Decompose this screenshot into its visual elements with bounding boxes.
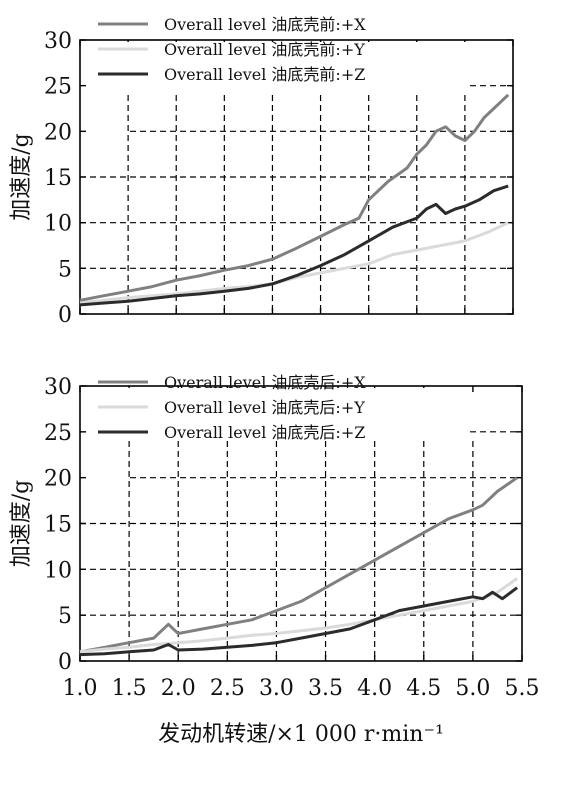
y-tick-label: 0 (58, 303, 72, 328)
legend-label: Overall level 油底壳后:+Z (164, 423, 365, 442)
x-tick-label: 5.5 (505, 676, 540, 701)
legend-label: Overall level 油底壳后:+Y (164, 398, 365, 417)
y-tick-label: 30 (44, 29, 72, 54)
y-tick-label: 20 (44, 467, 72, 492)
y-tick-label: 25 (44, 421, 72, 446)
x-tick-label: 1.5 (112, 676, 147, 701)
x-tick-label: 3.0 (259, 676, 294, 701)
y-tick-label: 20 (44, 120, 72, 145)
series-line-3 (79, 586, 518, 657)
legend-label: Overall level 油底壳前:+Y (164, 40, 365, 59)
y-tick-label: 25 (44, 75, 72, 100)
series-line-2 (79, 577, 518, 654)
x-tick-label: 3.5 (308, 676, 343, 701)
legend-label: Overall level 油底壳后:+X (164, 373, 366, 392)
y-tick-label: 5 (58, 257, 72, 282)
series-line-3 (79, 184, 509, 307)
legend-label: Overall level 油底壳前:+X (164, 15, 366, 34)
y-tick-label: 15 (44, 166, 72, 191)
y-tick-label: 10 (44, 212, 72, 237)
series-line-1 (79, 93, 510, 302)
y-tick-label: 0 (58, 650, 72, 675)
chart-panel-2: 0 5 10 15 20 25 30 1.0 1.5 2.0 2.5 3.0 3.5 4.0 4.5 5.0 5… (9, 373, 540, 747)
y-axis-label: 加速度/g (9, 133, 34, 221)
y-tick-label: 15 (44, 513, 72, 538)
x-tick-label: 2.5 (210, 676, 245, 701)
legend-background (88, 388, 468, 440)
chart-panel-1: 0 5 10 15 20 25 30 Overall level 油底壳前:+X Overall… (9, 15, 514, 328)
legend-label: Overall level 油底壳前:+Z (164, 65, 365, 84)
series-line-2 (79, 221, 509, 305)
y-tick-label: 5 (58, 604, 72, 629)
y-tick-label: 10 (44, 558, 72, 583)
y-tick-label: 30 (44, 375, 72, 400)
x-axis-label: 发动机转速/×1 000 r·min⁻¹ (158, 722, 444, 747)
legend-background (88, 42, 468, 94)
x-tick-label: 4.5 (406, 676, 441, 701)
y-axis-label: 加速度/g (9, 480, 34, 568)
series-line-1 (79, 476, 518, 654)
x-tick-label: 1.0 (63, 676, 98, 701)
x-tick-label: 5.0 (455, 676, 490, 701)
x-tick-label: 2.0 (161, 676, 196, 701)
x-tick-label: 4.0 (357, 676, 392, 701)
